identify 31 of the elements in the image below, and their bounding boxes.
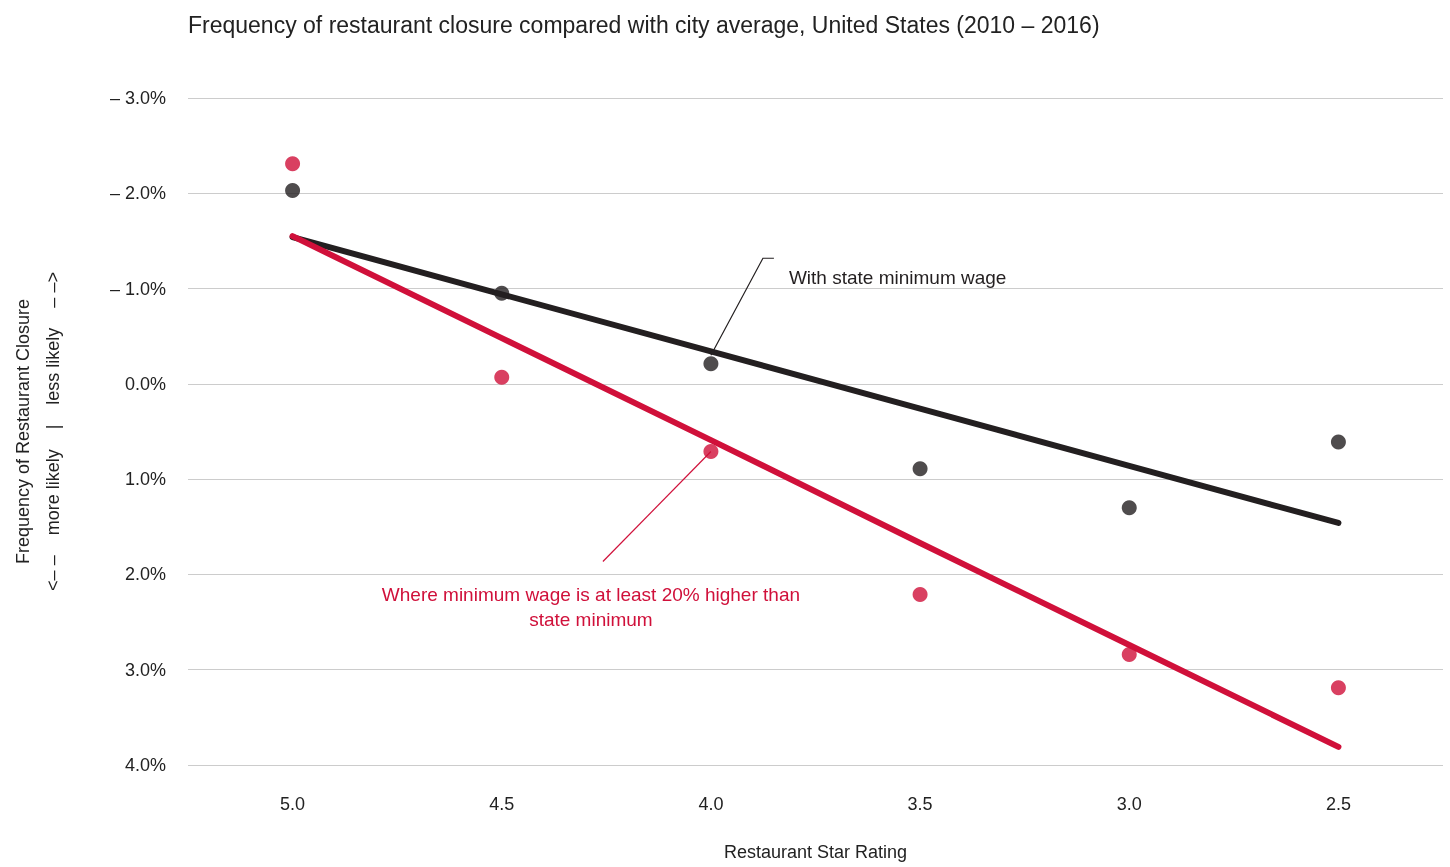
point	[1330, 434, 1346, 450]
x-tick-label: 3.0	[1116, 794, 1142, 814]
point	[1330, 680, 1346, 696]
y-tick-label: – 1.0%	[109, 278, 166, 299]
point	[494, 369, 510, 385]
annotation: With state minimum wage	[788, 267, 1007, 289]
point	[1121, 500, 1137, 516]
y-tick-label: 2.0%	[124, 564, 166, 585]
point	[703, 444, 719, 460]
point	[285, 182, 301, 198]
y-axis-title: Frequency of Restaurant Closure <– – more likely | less likely – –>	[13, 272, 63, 591]
x-tick-label: 3.5	[907, 794, 933, 814]
x-axis-title: Restaurant Star Rating	[723, 842, 908, 862]
annotation: Where minimum wage is at least 20% higher than state minimum	[381, 583, 801, 630]
y-tick-label: 4.0%	[124, 755, 166, 775]
y-tick-label: – 3.0%	[109, 88, 166, 108]
point	[912, 586, 928, 602]
x-tick-label: 4.0	[698, 794, 724, 814]
x-tick-label: 4.5	[489, 794, 515, 814]
x-tick-label: 5.0	[280, 794, 306, 814]
point	[912, 461, 928, 477]
y-tick-label: 1.0%	[124, 469, 166, 490]
point	[494, 285, 510, 301]
point	[703, 356, 719, 372]
x-tick-label: 2.5	[1325, 794, 1351, 814]
point	[285, 156, 301, 172]
y-tick-label: 0.0%	[124, 373, 166, 394]
y-tick-label: 3.0%	[124, 659, 166, 680]
chart-title: Frequency of restaurant closure compared with city average, United States (2010 – 2016)	[188, 11, 1100, 38]
y-tick-label: – 2.0%	[109, 183, 166, 204]
point	[1121, 646, 1137, 662]
